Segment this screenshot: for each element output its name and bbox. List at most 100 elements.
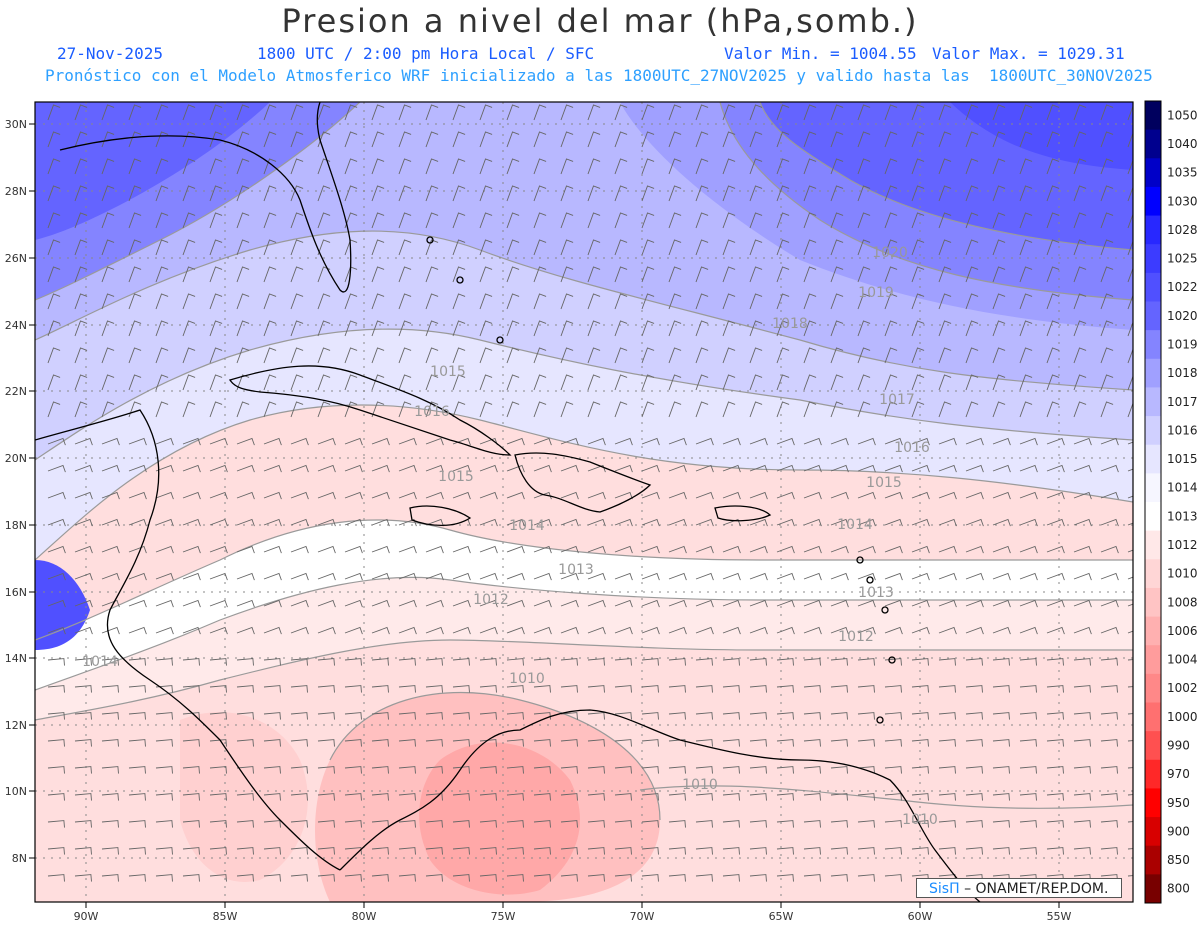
wind-barb bbox=[479, 158, 493, 175]
wind-barb bbox=[1019, 239, 1033, 256]
wind-barb bbox=[1046, 712, 1064, 720]
wind-barb bbox=[803, 320, 817, 337]
wind-barb bbox=[911, 464, 930, 473]
wind-barb bbox=[317, 766, 335, 774]
colorbar-label: 1012 bbox=[1167, 538, 1198, 552]
wind-barb bbox=[722, 518, 741, 527]
wind-barb bbox=[155, 266, 169, 283]
wind-barb bbox=[155, 766, 173, 774]
wind-barb bbox=[695, 464, 714, 473]
wind-barb bbox=[1100, 739, 1118, 747]
wind-barb bbox=[992, 185, 1006, 202]
wind-barb bbox=[1073, 847, 1091, 855]
wind-barb bbox=[803, 766, 821, 774]
wind-barb bbox=[965, 820, 983, 828]
wind-barb bbox=[317, 491, 336, 500]
wind-barb bbox=[533, 347, 547, 364]
wind-barb bbox=[965, 437, 984, 446]
wind-barb bbox=[668, 239, 682, 256]
wind-barb bbox=[236, 464, 255, 473]
wind-barb bbox=[263, 599, 282, 608]
wind-barb bbox=[371, 437, 390, 446]
wind-barb bbox=[290, 347, 304, 364]
wind-barb bbox=[992, 545, 1011, 554]
wind-barb bbox=[533, 212, 547, 229]
contour-label: 1015 bbox=[866, 475, 902, 491]
contour-label: 1010 bbox=[682, 777, 718, 793]
wind-barb bbox=[236, 793, 254, 801]
wind-barb bbox=[1019, 185, 1033, 202]
wind-barb bbox=[74, 626, 93, 635]
wind-barb bbox=[1019, 293, 1033, 310]
wind-barb bbox=[911, 104, 925, 121]
wind-barb bbox=[830, 658, 848, 666]
wind-barb bbox=[560, 491, 579, 500]
wind-barb bbox=[533, 320, 547, 337]
wind-barb bbox=[1019, 712, 1037, 720]
lat-label: 14N bbox=[5, 652, 27, 665]
wind-barb bbox=[236, 266, 250, 283]
wind-barb bbox=[479, 212, 493, 229]
wind-barb bbox=[506, 320, 520, 337]
wind-barb bbox=[830, 847, 848, 855]
wind-barb bbox=[776, 518, 795, 527]
wind-barb bbox=[425, 572, 444, 581]
wind-barb bbox=[587, 685, 605, 693]
wind-barb bbox=[587, 320, 601, 337]
wind-barb bbox=[749, 712, 767, 720]
wind-barb bbox=[263, 374, 277, 391]
wind-barb bbox=[398, 401, 412, 418]
wind-barb bbox=[290, 626, 309, 635]
wind-barb bbox=[236, 320, 250, 337]
wind-barb bbox=[695, 158, 709, 175]
wind-barb bbox=[263, 685, 281, 693]
wind-barb bbox=[830, 212, 844, 229]
wind-barb bbox=[668, 401, 682, 418]
wind-barb bbox=[749, 185, 763, 202]
wind-barb bbox=[776, 239, 790, 256]
wind-barb bbox=[911, 847, 929, 855]
wind-barb bbox=[128, 874, 146, 882]
wind-barb bbox=[749, 320, 763, 337]
wind-barb bbox=[776, 820, 794, 828]
wind-barb bbox=[965, 293, 979, 310]
wind-barb bbox=[182, 572, 201, 581]
wind-barb bbox=[803, 820, 821, 828]
wind-barb bbox=[236, 874, 254, 882]
wind-barb bbox=[560, 401, 574, 418]
wind-barb bbox=[1019, 401, 1033, 418]
wind-barb bbox=[641, 685, 659, 693]
wind-barb bbox=[641, 266, 655, 283]
wind-barb bbox=[479, 320, 493, 337]
wind-barb bbox=[425, 374, 439, 391]
colorbar-swatch bbox=[1145, 330, 1161, 360]
wind-barb bbox=[803, 658, 821, 666]
wind-barb bbox=[533, 401, 547, 418]
wind-barb bbox=[398, 793, 416, 801]
wind-barb bbox=[236, 239, 250, 256]
wind-barb bbox=[236, 712, 254, 720]
wind-barb bbox=[884, 712, 902, 720]
wind-barb bbox=[641, 626, 660, 635]
lat-label: 28N bbox=[5, 185, 27, 198]
wind-barb bbox=[911, 437, 930, 446]
wind-barb bbox=[614, 158, 628, 175]
colorbar-swatch bbox=[1145, 616, 1161, 646]
lat-label: 8N bbox=[12, 852, 27, 865]
wind-barb bbox=[884, 766, 902, 774]
colorbar-label: 1015 bbox=[1167, 452, 1198, 466]
wind-barb bbox=[209, 131, 223, 148]
wind-barb bbox=[398, 239, 412, 256]
wind-barb bbox=[506, 491, 525, 500]
wind-barb bbox=[155, 185, 169, 202]
wind-barb bbox=[101, 685, 119, 693]
wind-barb bbox=[857, 793, 875, 801]
wind-barb bbox=[344, 347, 358, 364]
wind-barb bbox=[938, 518, 957, 527]
wind-barb bbox=[506, 158, 520, 175]
wind-barb bbox=[1100, 239, 1114, 256]
lon-label: 85W bbox=[213, 910, 238, 923]
wind-barb bbox=[74, 572, 93, 581]
colorbar-swatch bbox=[1145, 817, 1161, 847]
wind-barb bbox=[317, 212, 331, 229]
